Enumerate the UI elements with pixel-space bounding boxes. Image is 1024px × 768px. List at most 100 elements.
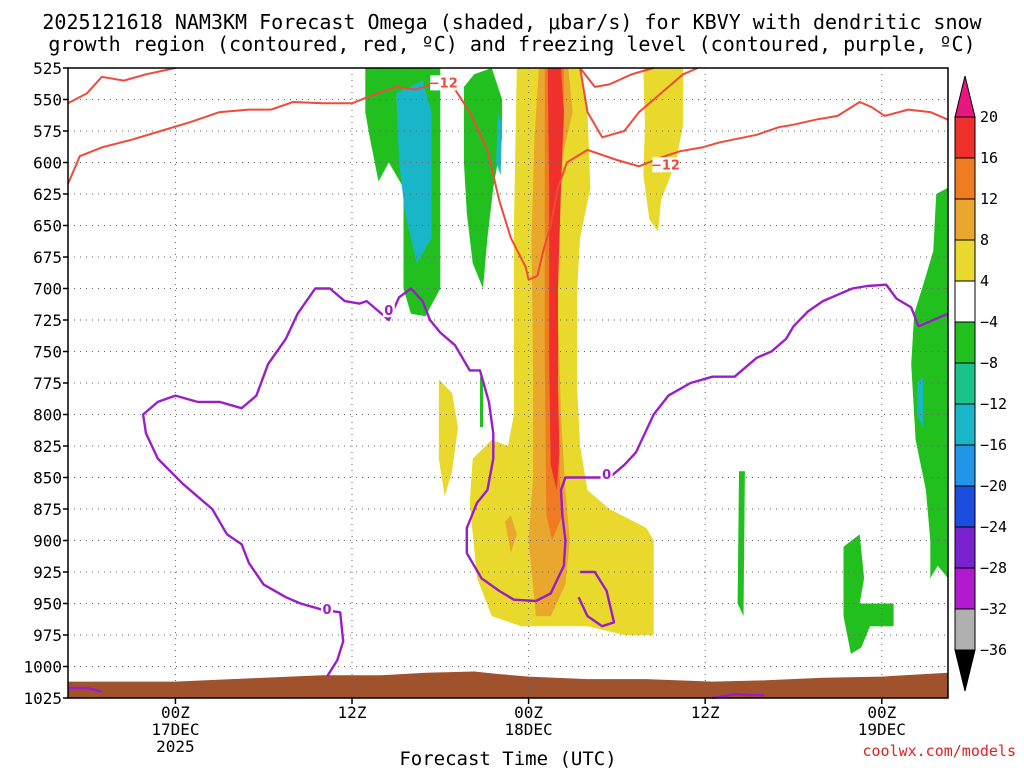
dendritic-contour-minus12-upper: [67, 83, 949, 281]
colorbar-swatch: [954, 362, 976, 405]
colorbar-label: −36: [980, 641, 1007, 659]
omega-region-sink-red: [547, 68, 564, 491]
chart-title-line1: 2025121618 NAM3KM Forecast Omega (shaded…: [42, 10, 982, 34]
colorbar-swatch: [954, 444, 976, 487]
colorbar-label: −16: [980, 436, 1007, 454]
colorbar-swatch: [954, 157, 976, 200]
y-tick-label: 550: [33, 91, 62, 110]
omega-region-rise-green-5: [843, 534, 894, 654]
y-tick-label: 950: [33, 595, 62, 614]
colorbar-swatch: [954, 485, 976, 528]
colorbar-label: 16: [980, 149, 998, 167]
x-tick-label: 00Z: [514, 703, 543, 722]
y-tick-label: 900: [33, 532, 62, 551]
freezing-label: 0: [602, 468, 611, 483]
freezing-label: 0: [322, 603, 331, 618]
y-tick-label: 1025: [23, 689, 62, 708]
y-tick-label: 575: [33, 122, 62, 141]
omega-region-rise-green-4: [737, 471, 745, 617]
colorbar: 20 16 12 8 4 −4 −8 −12 −16 −20 −24 −28 −32 −36: [954, 75, 1007, 692]
x-tick-label: 00Z: [867, 703, 896, 722]
freezing-contour-zero-mid: [577, 570, 616, 628]
omega-shading-layer: [365, 68, 948, 654]
y-tick-label: 850: [33, 469, 62, 488]
colorbar-swatch: [954, 567, 976, 610]
colorbar-swatch: [954, 198, 976, 241]
x-tick-label: 00Z: [161, 703, 190, 722]
colorbar-label: 4: [980, 272, 989, 290]
freezing-contour-zero-left: [141, 283, 949, 678]
dendritic-label-bg: [430, 75, 457, 91]
y-tick-label: 725: [33, 311, 62, 330]
x-tick-label: 12Z: [338, 703, 367, 722]
y-tick-label: 675: [33, 248, 62, 267]
freezing-label-bg: [382, 303, 395, 318]
colorbar-label: −24: [980, 518, 1007, 536]
credit-text: coolwx.com/models: [862, 742, 1016, 760]
x-tick-label: 2025: [156, 737, 195, 756]
colorbar-label: −12: [980, 395, 1007, 413]
omega-region-rise-green-3: [480, 376, 483, 428]
colorbar-swatch: [954, 608, 976, 651]
freezing-label-bg: [320, 601, 333, 616]
colorbar-swatch: [954, 116, 976, 159]
omega-region-rise-cyan-1: [396, 80, 432, 264]
y-tick-label: 600: [33, 154, 62, 173]
x-axis-label: Forecast Time (UTC): [399, 748, 616, 768]
colorbar-swatch: [954, 526, 976, 569]
omega-region-rise-cyan-3: [917, 376, 923, 428]
omega-region-rise-green-6: [911, 187, 948, 579]
dendritic-contour-minus12-mid: [579, 67, 654, 88]
y-tick-label: 650: [33, 217, 62, 236]
y-tick-label: 825: [33, 437, 62, 456]
colorbar-label: 12: [980, 190, 998, 208]
dendritic-contour-minus12-top: [67, 67, 176, 105]
colorbar-swatch: [954, 403, 976, 446]
freezing-contour-zero-bottom2: [712, 693, 765, 700]
x-tick-label: 18DEC: [505, 720, 553, 739]
y-tick-label: 800: [33, 406, 62, 425]
colorbar-label: −8: [980, 354, 998, 372]
colorbar-swatch: [954, 280, 976, 323]
x-tick-label: 17DEC: [151, 720, 199, 739]
chart-title-line2: growth region (contoured, red, ºC) and f…: [48, 32, 975, 56]
dendritic-label-bg: [652, 157, 679, 173]
x-tick-label: 12Z: [691, 703, 720, 722]
colorbar-label: −20: [980, 477, 1007, 495]
dendritic-label: −12: [429, 76, 458, 91]
y-tick-label: 875: [33, 500, 62, 519]
colorbar-swatch: [954, 321, 976, 364]
y-tick-label: 750: [33, 343, 62, 362]
y-tick-label: 700: [33, 280, 62, 299]
y-tick-label: 775: [33, 374, 62, 393]
omega-region-sink-yellow-2: [643, 68, 684, 232]
colorbar-label: −28: [980, 559, 1007, 577]
y-tick-label: 1000: [23, 658, 62, 677]
freezing-label-bg: [600, 466, 613, 481]
omega-region-sink-orange-3: [505, 515, 517, 554]
dendritic-label: −12: [651, 158, 680, 173]
omega-region-sink-yellow-1: [438, 379, 458, 497]
terrain-fill: [68, 671, 948, 698]
freezing-label: 0: [384, 304, 393, 319]
dendritic-contour-minus12-right: [579, 67, 699, 139]
y-tick-label: 625: [33, 185, 62, 204]
omega-region-rise-green-2: [463, 68, 503, 289]
colorbar-label: −4: [980, 313, 998, 331]
colorbar-bottom-triangle: [954, 649, 976, 692]
y-tick-label: 925: [33, 563, 62, 582]
colorbar-label: 20: [980, 108, 998, 126]
y-tick-label: 525: [33, 59, 62, 78]
omega-region-rise-cyan-2: [496, 112, 503, 176]
x-tick-label: 19DEC: [858, 720, 906, 739]
contour-layer: −12 −12 0 0 0: [67, 67, 949, 700]
freezing-contour-zero-bottom: [68, 686, 103, 693]
colorbar-label: 8: [980, 231, 989, 249]
y-tick-label: 975: [33, 626, 62, 645]
colorbar-label: −32: [980, 600, 1007, 618]
y-axis: 525 550 575 600 625 650 675 700 725 750 775 800 825 8…: [23, 59, 68, 708]
colorbar-top-triangle: [954, 75, 976, 118]
terrain-layer: [68, 671, 948, 698]
